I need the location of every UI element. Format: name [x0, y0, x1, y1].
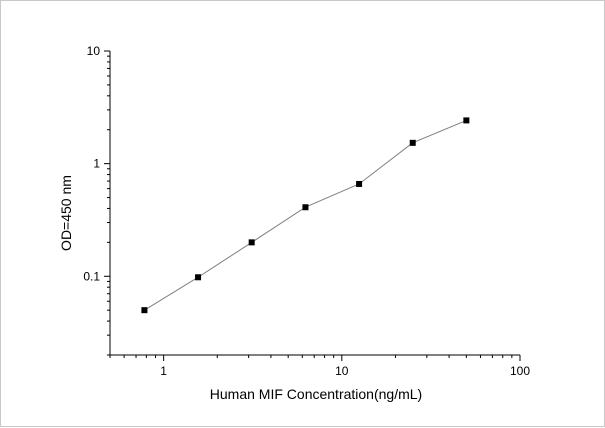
data-point — [463, 117, 470, 124]
data-point — [409, 139, 416, 146]
x-tick-label: 1 — [160, 364, 167, 378]
axes — [109, 51, 520, 356]
x-tick-label: 100 — [510, 364, 530, 378]
data-point — [248, 239, 255, 246]
data-point — [302, 204, 309, 211]
y-axis-title: OD=450 nm — [58, 175, 74, 251]
y-tick-label: 1 — [93, 157, 100, 171]
x-axis-title: Human MIF Concentration(ng/mL) — [210, 386, 422, 402]
x-tick-label: 10 — [335, 364, 349, 378]
y-tick-label: 10 — [87, 44, 101, 58]
series-layer — [141, 117, 470, 314]
data-point — [356, 180, 363, 187]
series-line — [144, 119, 467, 311]
ticks: 1 10 100 0.1 1 10 — [83, 44, 530, 378]
data-point — [141, 307, 148, 314]
y-tick-label: 0.1 — [83, 269, 100, 283]
data-point — [195, 274, 202, 281]
